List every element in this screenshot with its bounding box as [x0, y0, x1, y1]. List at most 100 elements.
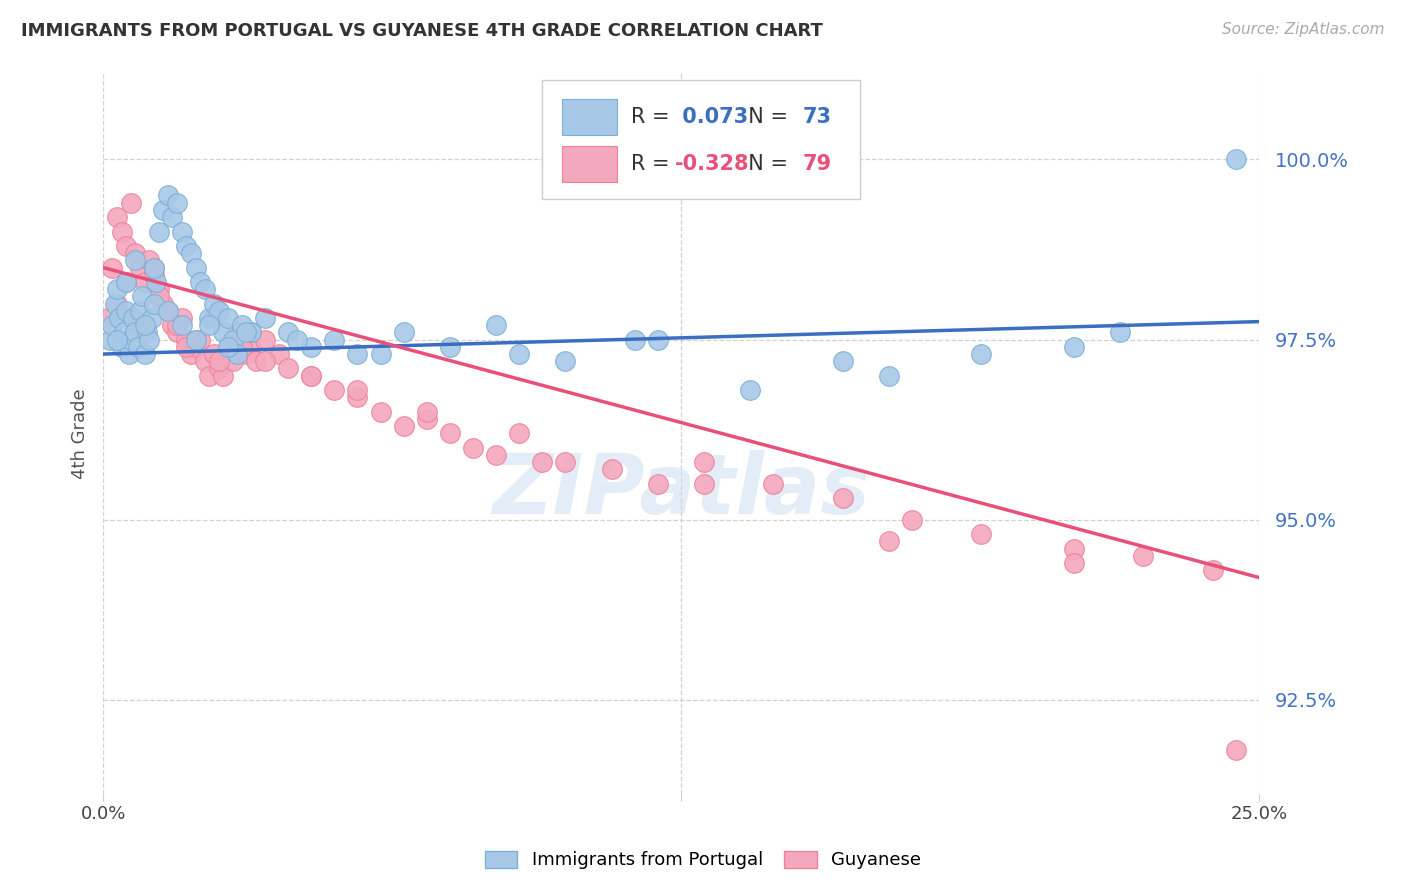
Point	[184, 260, 207, 275]
Point	[970, 347, 993, 361]
Point	[740, 383, 762, 397]
Point	[693, 455, 716, 469]
Point	[180, 246, 202, 260]
Point	[531, 455, 554, 469]
Point	[120, 311, 142, 326]
Point	[176, 333, 198, 347]
Point	[299, 340, 322, 354]
Point	[105, 333, 128, 347]
FancyBboxPatch shape	[562, 99, 617, 136]
Point	[188, 275, 211, 289]
Point	[129, 303, 152, 318]
Point	[877, 534, 900, 549]
Point	[184, 333, 207, 347]
Point	[202, 311, 225, 326]
Point	[1063, 340, 1085, 354]
Point	[124, 246, 146, 260]
Point	[170, 318, 193, 333]
Point	[554, 354, 576, 368]
Point	[202, 347, 225, 361]
Legend: Immigrants from Portugal, Guyanese: Immigrants from Portugal, Guyanese	[475, 842, 931, 879]
Text: -0.328: -0.328	[675, 154, 749, 174]
Point	[212, 326, 235, 340]
Point	[120, 195, 142, 210]
Point	[877, 368, 900, 383]
Point	[170, 311, 193, 326]
Point	[1063, 556, 1085, 570]
Point	[231, 318, 253, 333]
Point	[143, 260, 166, 275]
Point	[148, 225, 170, 239]
Point	[623, 333, 645, 347]
Point	[134, 326, 156, 340]
Point	[202, 296, 225, 310]
Point	[136, 326, 159, 340]
Text: N =: N =	[735, 107, 794, 128]
Point	[392, 419, 415, 434]
Point	[235, 347, 257, 361]
Point	[131, 289, 153, 303]
Point	[143, 268, 166, 282]
Point	[226, 347, 249, 361]
Point	[392, 326, 415, 340]
Point	[156, 188, 179, 202]
Point	[212, 368, 235, 383]
Point	[129, 260, 152, 275]
Point	[208, 354, 231, 368]
Point	[162, 210, 184, 224]
FancyBboxPatch shape	[543, 80, 860, 199]
Point	[134, 318, 156, 333]
Point	[1201, 563, 1223, 577]
Point	[208, 361, 231, 376]
Point	[1132, 549, 1154, 563]
Point	[240, 326, 263, 340]
Point	[346, 390, 368, 404]
Point	[166, 326, 188, 340]
Point	[240, 326, 263, 340]
Point	[145, 275, 167, 289]
Point	[901, 513, 924, 527]
Point	[98, 333, 121, 347]
Point	[141, 311, 163, 326]
Point	[217, 340, 239, 354]
Point	[323, 333, 346, 347]
Point	[439, 426, 461, 441]
Point	[152, 202, 174, 217]
Point	[115, 303, 138, 318]
Point	[105, 282, 128, 296]
Point	[138, 253, 160, 268]
Point	[831, 354, 853, 368]
Point	[267, 347, 290, 361]
Point	[134, 275, 156, 289]
Point	[253, 333, 276, 347]
Y-axis label: 4th Grade: 4th Grade	[72, 388, 89, 479]
Point	[1225, 153, 1247, 167]
Text: N =: N =	[735, 154, 794, 174]
Point	[277, 361, 299, 376]
Point	[416, 405, 439, 419]
FancyBboxPatch shape	[562, 146, 617, 182]
Point	[120, 333, 142, 347]
Point	[194, 354, 217, 368]
Point	[346, 383, 368, 397]
Text: IMMIGRANTS FROM PORTUGAL VS GUYANESE 4TH GRADE CORRELATION CHART: IMMIGRANTS FROM PORTUGAL VS GUYANESE 4TH…	[21, 22, 823, 40]
Point	[143, 296, 166, 310]
Point	[194, 282, 217, 296]
Point	[970, 527, 993, 541]
Point	[485, 318, 508, 333]
Point	[198, 311, 221, 326]
Point	[323, 383, 346, 397]
Point	[253, 354, 276, 368]
Point	[166, 195, 188, 210]
Point	[111, 340, 134, 354]
Point	[134, 347, 156, 361]
Point	[647, 333, 669, 347]
Text: 73: 73	[803, 107, 831, 128]
Point	[226, 326, 249, 340]
Point	[416, 412, 439, 426]
Point	[184, 333, 207, 347]
Point	[176, 239, 198, 253]
Text: ZIPatlas: ZIPatlas	[492, 450, 870, 532]
Point	[124, 326, 146, 340]
Point	[117, 347, 139, 361]
